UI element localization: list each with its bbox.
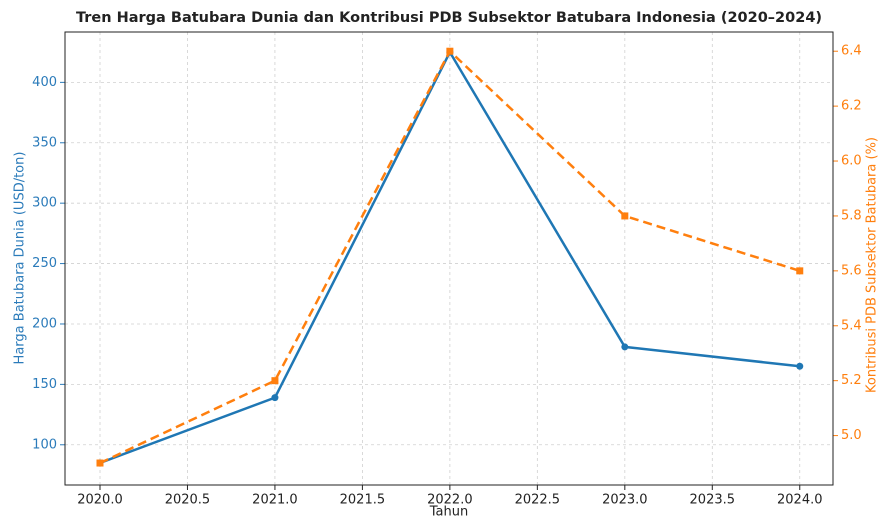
x-tick-label: 2024.0 xyxy=(777,493,823,508)
marker xyxy=(446,47,454,55)
marker xyxy=(621,212,629,220)
y2-tick-label: 5.2 xyxy=(841,373,862,388)
x-tick-label: 2023.0 xyxy=(602,493,648,508)
marker xyxy=(271,377,279,385)
y2-tick-label: 5.0 xyxy=(841,428,862,443)
y2-tick-label: 6.0 xyxy=(841,154,862,169)
y2-tick-label: 6.4 xyxy=(841,44,862,59)
x-tick-label: 2020.0 xyxy=(77,493,123,508)
x-tick-label: 2022.5 xyxy=(515,493,561,508)
y2-tick-label: 5.6 xyxy=(841,263,862,278)
y-tick-label: 150 xyxy=(32,377,57,392)
y-axis-label: Harga Batubara Dunia (USD/ton) xyxy=(13,152,28,365)
marker xyxy=(96,459,104,467)
series-line xyxy=(99,49,800,465)
y2-axis-label: Kontribusi PDB Subsektor Batubara (%) xyxy=(865,137,880,393)
x-tick-label: 2022.0 xyxy=(427,493,473,508)
y-tick-label: 100 xyxy=(32,437,57,452)
x-tick-label: 2023.5 xyxy=(690,493,736,508)
plot-frame xyxy=(64,31,834,486)
y2-tick-label: 5.8 xyxy=(841,208,862,223)
y-tick-label: 250 xyxy=(32,256,57,271)
x-tick-label: 2020.5 xyxy=(165,493,211,508)
y2-tick-label: 6.2 xyxy=(841,99,862,114)
marker xyxy=(796,362,804,370)
marker xyxy=(271,394,279,402)
y-tick-label: 200 xyxy=(32,316,57,331)
marker xyxy=(796,267,804,275)
x-tick-label: 2021.5 xyxy=(340,493,386,508)
y-tick-label: 400 xyxy=(32,75,57,90)
y-tick-label: 300 xyxy=(32,196,57,211)
chart-title: Tren Harga Batubara Dunia dan Kontribusi… xyxy=(76,10,822,26)
x-tick-label: 2021.0 xyxy=(252,493,298,508)
y-tick-label: 350 xyxy=(32,135,57,150)
x-axis-label: Tahun xyxy=(429,505,468,520)
y2-tick-label: 5.4 xyxy=(841,318,862,333)
marker xyxy=(621,343,629,351)
